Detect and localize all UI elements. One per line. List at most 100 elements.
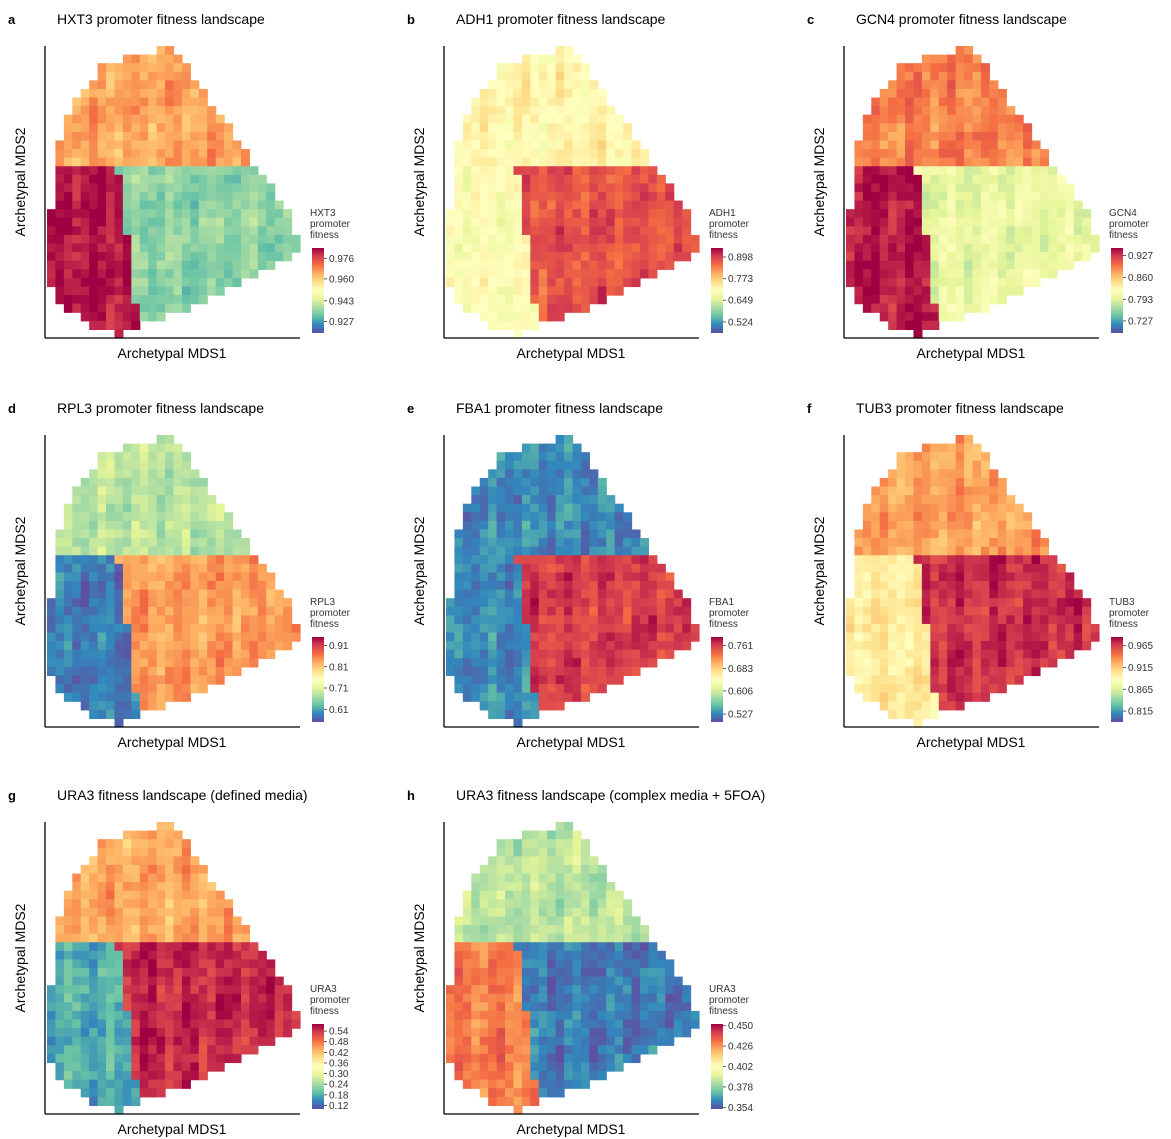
heatmap-cell: [538, 149, 548, 159]
heatmap-cell: [173, 183, 183, 193]
heatmap-cell: [938, 252, 948, 262]
heatmap-cell: [190, 183, 200, 193]
heatmap-cell: [224, 1019, 234, 1029]
heatmap-cell: [997, 234, 1007, 245]
heatmap-cell: [513, 452, 523, 462]
heatmap-cell: [106, 899, 116, 909]
heatmap-cell: [513, 632, 523, 642]
heatmap-cell: [589, 209, 599, 219]
heatmap-cell: [580, 192, 590, 202]
heatmap-cell: [547, 114, 557, 124]
heatmap-cell: [930, 692, 940, 702]
heatmap-cell: [989, 277, 999, 288]
heatmap-cell: [547, 477, 557, 488]
heatmap-cell: [479, 477, 489, 488]
heatmap-cell: [572, 217, 582, 227]
heatmap-cell: [173, 452, 183, 462]
heatmap-cell: [139, 882, 149, 892]
heatmap-cell: [555, 495, 565, 505]
heatmap-cell: [148, 157, 158, 167]
heatmap-cell: [888, 269, 898, 279]
heatmap-cell: [997, 131, 1007, 142]
colorbar-tick-label: 0.54: [329, 1027, 349, 1038]
heatmap-cell: [589, 88, 599, 99]
heatmap-cell: [606, 166, 616, 176]
heatmap-cell: [181, 200, 191, 210]
heatmap-cell: [665, 200, 675, 210]
heatmap-cell: [656, 623, 666, 634]
heatmap-cell: [496, 529, 506, 539]
heatmap-cell: [947, 520, 957, 531]
heatmap-cell: [114, 286, 124, 296]
heatmap-cell: [564, 606, 574, 616]
heatmap-cell: [215, 641, 225, 651]
heatmap-cell: [580, 131, 590, 142]
heatmap-cell: [1048, 226, 1058, 236]
heatmap-cell: [682, 234, 692, 245]
heatmap-cell: [989, 166, 999, 176]
heatmap-cell: [547, 572, 557, 582]
heatmap-cell: [488, 684, 498, 694]
heatmap-cell: [572, 80, 582, 90]
heatmap-cell: [114, 149, 124, 159]
heatmap-cell: [656, 589, 666, 599]
heatmap-cell: [156, 260, 166, 270]
heatmap-cell: [846, 209, 856, 219]
heatmap-cell: [215, 1036, 225, 1046]
heatmap-cell: [589, 131, 599, 142]
heatmap-cell: [614, 260, 624, 270]
heatmap-cell: [462, 641, 472, 651]
heatmap-cell: [224, 563, 234, 574]
heatmap-cell: [513, 477, 523, 488]
heatmap-cell: [513, 243, 523, 253]
heatmap-cell: [106, 1096, 116, 1107]
heatmap-cell: [555, 252, 565, 262]
heatmap-cell: [198, 166, 208, 176]
heatmap-cell: [232, 252, 242, 262]
heatmap-cell: [623, 572, 633, 582]
heatmap-cell: [106, 503, 116, 513]
heatmap-cell: [896, 114, 906, 124]
heatmap-cell: [572, 295, 582, 305]
heatmap-cell: [854, 529, 864, 539]
heatmap-cell: [89, 166, 99, 176]
heatmap-cell: [555, 140, 565, 150]
heatmap-cell: [114, 312, 124, 322]
heatmap-cell: [505, 546, 515, 556]
heatmap-cell: [980, 131, 990, 142]
heatmap-cell: [648, 641, 658, 651]
heatmap-cell: [1031, 260, 1041, 270]
heatmap-cell: [930, 589, 940, 599]
heatmap-cell: [614, 632, 624, 642]
heatmap-cell: [462, 512, 472, 522]
heatmap-cell: [964, 684, 974, 694]
heatmap-cell: [496, 916, 506, 926]
heatmap-cell: [479, 1079, 489, 1089]
heatmap-cell: [454, 260, 464, 270]
heatmap-cell: [488, 658, 498, 668]
heatmap-cell: [131, 71, 141, 81]
heatmap-cell: [232, 546, 242, 556]
heatmap-cell: [955, 701, 965, 711]
heatmap-cell: [488, 295, 498, 305]
heatmap-cell: [905, 277, 915, 288]
heatmap-cell: [854, 684, 864, 694]
heatmap-cell: [530, 174, 540, 185]
heatmap-cell: [139, 1019, 149, 1029]
heatmap-cell: [513, 234, 523, 245]
heatmap-cell: [964, 157, 974, 167]
heatmap-cell: [538, 675, 548, 685]
heatmap-cell: [148, 1002, 158, 1012]
heatmap-cell: [547, 277, 557, 288]
heatmap-cell: [165, 890, 175, 900]
heatmap-cell: [89, 1079, 99, 1089]
heatmap-cell: [921, 452, 931, 462]
heatmap-cell: [846, 260, 856, 270]
heatmap-cell: [181, 692, 191, 702]
y-axis-label: Archetypal MDS2: [12, 127, 28, 236]
heatmap-cell: [513, 529, 523, 539]
heatmap-cell: [63, 269, 73, 279]
heatmap-cell: [980, 114, 990, 124]
heatmap-cell: [547, 157, 557, 167]
heatmap-cell: [1014, 166, 1024, 176]
